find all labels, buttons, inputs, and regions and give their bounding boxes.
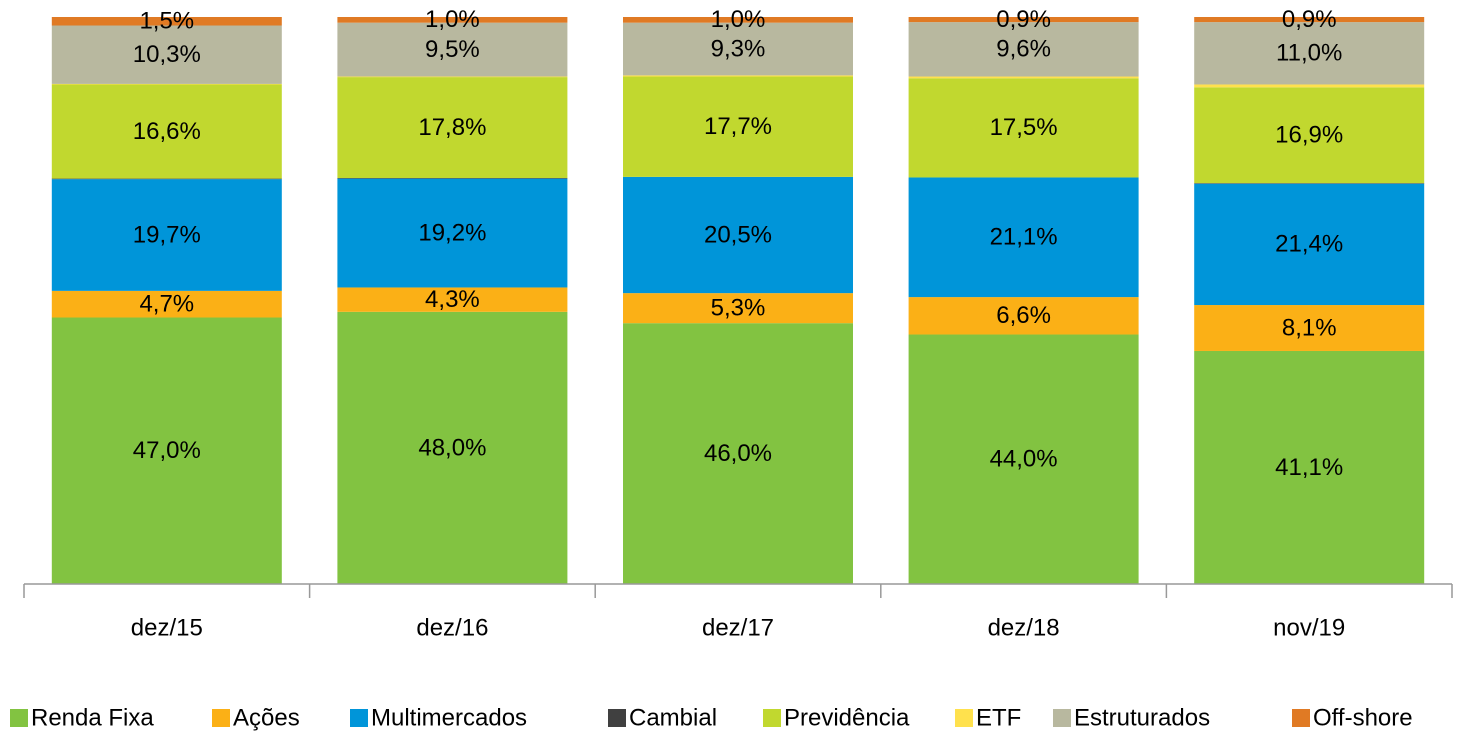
bar-segment xyxy=(51,83,282,85)
legend-swatch xyxy=(763,709,781,727)
bar-segment xyxy=(1194,305,1425,351)
data-label: 11,0% xyxy=(1276,40,1342,67)
bar-segment xyxy=(337,17,568,23)
x-tick-label: dez/16 xyxy=(416,614,488,641)
legend-label: Ações xyxy=(233,704,300,731)
bar-segment xyxy=(337,311,568,584)
legend-swatch xyxy=(350,709,368,727)
bar-segment xyxy=(623,22,853,76)
x-tick-label: dez/15 xyxy=(131,614,203,641)
data-label: 1,0% xyxy=(425,6,480,33)
bar-segment xyxy=(908,17,1139,23)
bar-segment xyxy=(908,78,1139,178)
data-label: 41,1% xyxy=(1275,454,1343,481)
data-label: 9,3% xyxy=(711,35,766,62)
data-label: 17,5% xyxy=(990,114,1058,141)
bar-segment xyxy=(623,323,853,584)
bar-segment xyxy=(908,334,1139,584)
bar-segment xyxy=(908,177,1139,298)
bar-segment xyxy=(51,84,282,179)
data-label: 1,5% xyxy=(139,8,194,35)
x-tick-label: nov/19 xyxy=(1273,614,1345,641)
legend-label: Multimercados xyxy=(371,704,527,731)
data-label: 4,3% xyxy=(425,286,480,313)
legend-swatch xyxy=(10,709,28,727)
bar-segment xyxy=(908,297,1139,335)
data-label: 4,7% xyxy=(139,291,194,318)
data-label: 9,5% xyxy=(425,36,480,63)
data-label: 0,9% xyxy=(996,6,1051,33)
data-label: 19,7% xyxy=(133,221,201,248)
data-label: 6,6% xyxy=(996,302,1051,329)
data-label: 47,0% xyxy=(133,437,201,464)
bar-segment xyxy=(1194,183,1425,184)
data-label: 44,0% xyxy=(990,446,1058,473)
bar-segment xyxy=(623,176,853,294)
bar-segment xyxy=(51,290,282,318)
legend-swatch xyxy=(608,709,626,727)
data-label: 9,6% xyxy=(996,36,1051,63)
data-label: 20,5% xyxy=(704,221,772,248)
x-tick-label: dez/18 xyxy=(988,614,1060,641)
data-label: 21,4% xyxy=(1275,231,1343,258)
legend-swatch xyxy=(955,709,973,727)
data-label: 16,9% xyxy=(1275,122,1343,149)
data-label: 17,8% xyxy=(418,114,486,141)
bar-segment xyxy=(337,77,568,179)
bar-segment xyxy=(51,317,282,584)
legend-swatch xyxy=(212,709,230,727)
bar-segment xyxy=(623,76,853,177)
legend-label: Estruturados xyxy=(1074,704,1210,731)
bar-segment xyxy=(623,293,853,324)
bar-segment xyxy=(51,178,282,180)
data-label: 17,7% xyxy=(704,113,772,140)
data-label: 5,3% xyxy=(711,294,766,321)
bar-segment xyxy=(337,178,568,288)
bar-segment xyxy=(1194,84,1425,88)
data-label: 46,0% xyxy=(704,440,772,467)
bar-segment xyxy=(51,179,282,291)
data-label: 10,3% xyxy=(133,41,201,68)
x-tick-label: dez/17 xyxy=(702,614,774,641)
data-label: 8,1% xyxy=(1282,314,1337,341)
bar-segment xyxy=(337,22,568,77)
bar-segment xyxy=(337,287,568,312)
bar-segment xyxy=(1194,22,1425,85)
legend-label: Cambial xyxy=(629,704,717,731)
bar-segment xyxy=(1194,183,1425,306)
data-label: 0,9% xyxy=(1282,6,1337,33)
data-label: 19,2% xyxy=(418,219,486,246)
legend-label: Previdência xyxy=(784,704,910,731)
legend-swatch xyxy=(1292,709,1310,727)
bar-segment xyxy=(908,76,1139,79)
data-label: 16,6% xyxy=(133,118,201,145)
bar-segment xyxy=(623,17,853,23)
legend-label: Renda Fixa xyxy=(31,704,154,731)
bar-segment xyxy=(51,17,282,26)
legend-swatch xyxy=(1053,709,1071,727)
legend-label: ETF xyxy=(976,704,1021,731)
bar-segment xyxy=(1194,17,1425,23)
bar-segment xyxy=(1194,350,1425,584)
bar-segment xyxy=(908,22,1139,77)
bar-segment xyxy=(337,178,568,179)
data-label: 48,0% xyxy=(418,434,486,461)
bar-segment xyxy=(623,75,853,77)
bar-segment xyxy=(337,76,568,78)
bar-segment xyxy=(51,25,282,84)
bar-segment xyxy=(1194,87,1425,184)
legend-label: Off-shore xyxy=(1313,704,1413,731)
data-label: 1,0% xyxy=(711,6,766,33)
data-label: 21,1% xyxy=(990,224,1058,251)
